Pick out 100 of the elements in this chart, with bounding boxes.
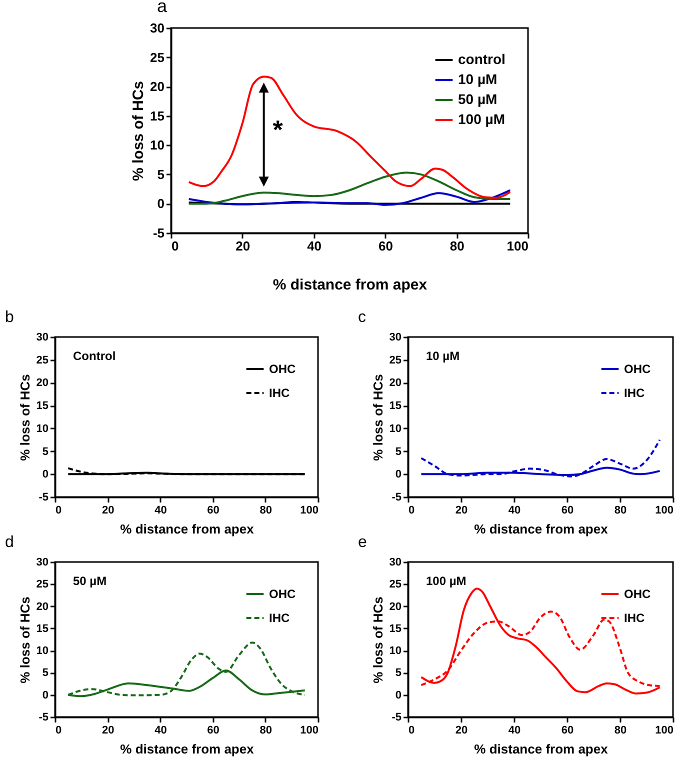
x-tick-label: 100 [655, 724, 674, 736]
line-series [420, 438, 661, 478]
legend-label: 50 µM [458, 91, 498, 107]
y-tick-label: 20 [389, 600, 402, 613]
annotation: Control [73, 349, 116, 363]
chart-title: c [358, 309, 366, 326]
annotation: 10 µM [426, 349, 460, 363]
y-tick-label: 30 [150, 20, 164, 36]
y-tick-label: 30 [36, 332, 48, 344]
x-tick-label: 100 [300, 504, 318, 516]
y-tick-label: 0 [42, 468, 48, 481]
y-tick-label: 10 [36, 645, 48, 658]
line-series [188, 172, 512, 205]
y-tick-label: 25 [36, 578, 48, 591]
y-tick-label: 15 [36, 622, 48, 635]
chart-title: d [5, 534, 14, 551]
chart-title: b [5, 309, 14, 326]
y-tick-label: -5 [38, 712, 48, 724]
y-tick-label: 25 [389, 578, 402, 591]
x-tick-label: 80 [450, 238, 464, 254]
annotation: 50 µM [73, 574, 107, 588]
y-tick-label: 30 [36, 556, 48, 568]
x-tick-label: 80 [260, 504, 272, 516]
x-tick-label: 80 [614, 724, 627, 736]
y-tick-label: 20 [389, 377, 402, 390]
y-tick-label: 30 [389, 556, 402, 568]
x-tick-label: 80 [260, 724, 272, 736]
annotation: * [272, 114, 284, 144]
x-tick-label: 60 [207, 724, 220, 736]
chart-title: a [157, 0, 168, 16]
line-series [188, 76, 512, 199]
y-tick-label: 5 [157, 166, 164, 182]
y-tick-label: 20 [36, 377, 48, 390]
y-tick-label: 15 [36, 400, 48, 412]
y-tick-label: 5 [42, 667, 48, 680]
y-tick-label: 0 [42, 689, 48, 702]
x-tick-label: 60 [207, 504, 220, 516]
legend-label: 10 µM [458, 71, 498, 87]
x-axis-title: % distance from apex [474, 742, 609, 756]
y-tick-label: 10 [36, 422, 48, 435]
y-tick-label: 0 [157, 196, 164, 212]
y-axis-title: % loss of HCs [370, 596, 386, 684]
legend-label: IHC [624, 611, 645, 625]
chart-title: e [358, 534, 367, 551]
y-tick-label: 20 [150, 79, 164, 94]
x-axis-title: % distance from apex [120, 522, 255, 536]
x-tick-label: 20 [236, 238, 250, 254]
y-tick-label: 15 [389, 400, 402, 412]
y-tick-label: 30 [389, 332, 402, 344]
x-tick-label: 0 [56, 504, 62, 516]
y-tick-label: 15 [389, 622, 402, 635]
x-tick-label: 40 [508, 504, 521, 516]
x-axis-title: % distance from apex [474, 522, 609, 536]
y-tick-label: 0 [395, 468, 402, 481]
y-tick-label: 10 [389, 645, 402, 658]
legend-label: OHC [269, 587, 296, 601]
x-tick-label: 100 [506, 238, 528, 254]
y-tick-label: 5 [395, 667, 402, 680]
x-tick-label: 60 [378, 238, 393, 254]
x-tick-label: 20 [455, 504, 468, 516]
y-axis-title: % loss of HCs [17, 596, 32, 684]
y-tick-label: 10 [389, 422, 402, 435]
x-tick-label: 80 [614, 504, 627, 516]
y-tick-label: -5 [38, 492, 48, 504]
x-tick-label: 20 [455, 724, 468, 736]
legend-label: IHC [269, 386, 290, 400]
y-tick-label: -5 [392, 492, 402, 504]
x-tick-label: 0 [172, 238, 179, 254]
legend-label: OHC [624, 587, 651, 601]
y-axis-title: % loss of HCs [370, 374, 386, 461]
y-tick-label: 0 [395, 689, 402, 702]
y-tick-label: 15 [150, 108, 164, 124]
y-tick-label: -5 [392, 712, 402, 724]
x-tick-label: 40 [154, 724, 167, 736]
annotation: 100 µM [426, 574, 466, 588]
y-tick-label: 20 [36, 600, 48, 613]
x-tick-label: 0 [408, 504, 415, 516]
legend-label: OHC [624, 362, 651, 376]
x-tick-label: 40 [154, 504, 167, 516]
x-tick-label: 20 [102, 724, 114, 736]
x-tick-label: 0 [56, 724, 62, 736]
y-axis-title: % loss of HCs [130, 80, 148, 182]
x-tick-label: 100 [300, 724, 318, 736]
legend-label: IHC [624, 386, 645, 400]
legend-label: 100 µM [458, 111, 505, 127]
x-tick-label: 40 [508, 724, 521, 736]
y-tick-label: 25 [389, 354, 402, 366]
x-tick-label: 60 [561, 724, 574, 736]
x-tick-label: 20 [102, 504, 114, 516]
x-tick-label: 40 [307, 238, 322, 254]
x-axis-title: % distance from apex [120, 742, 255, 756]
line-series [188, 189, 512, 206]
y-tick-label: -5 [152, 226, 164, 240]
x-axis-title: % distance from apex [272, 276, 428, 294]
x-tick-label: 60 [561, 504, 574, 516]
y-tick-label: 5 [395, 446, 402, 458]
y-tick-label: 25 [36, 354, 48, 366]
y-tick-label: 5 [42, 446, 48, 458]
x-tick-label: 100 [655, 504, 674, 516]
legend-label: IHC [269, 611, 290, 625]
